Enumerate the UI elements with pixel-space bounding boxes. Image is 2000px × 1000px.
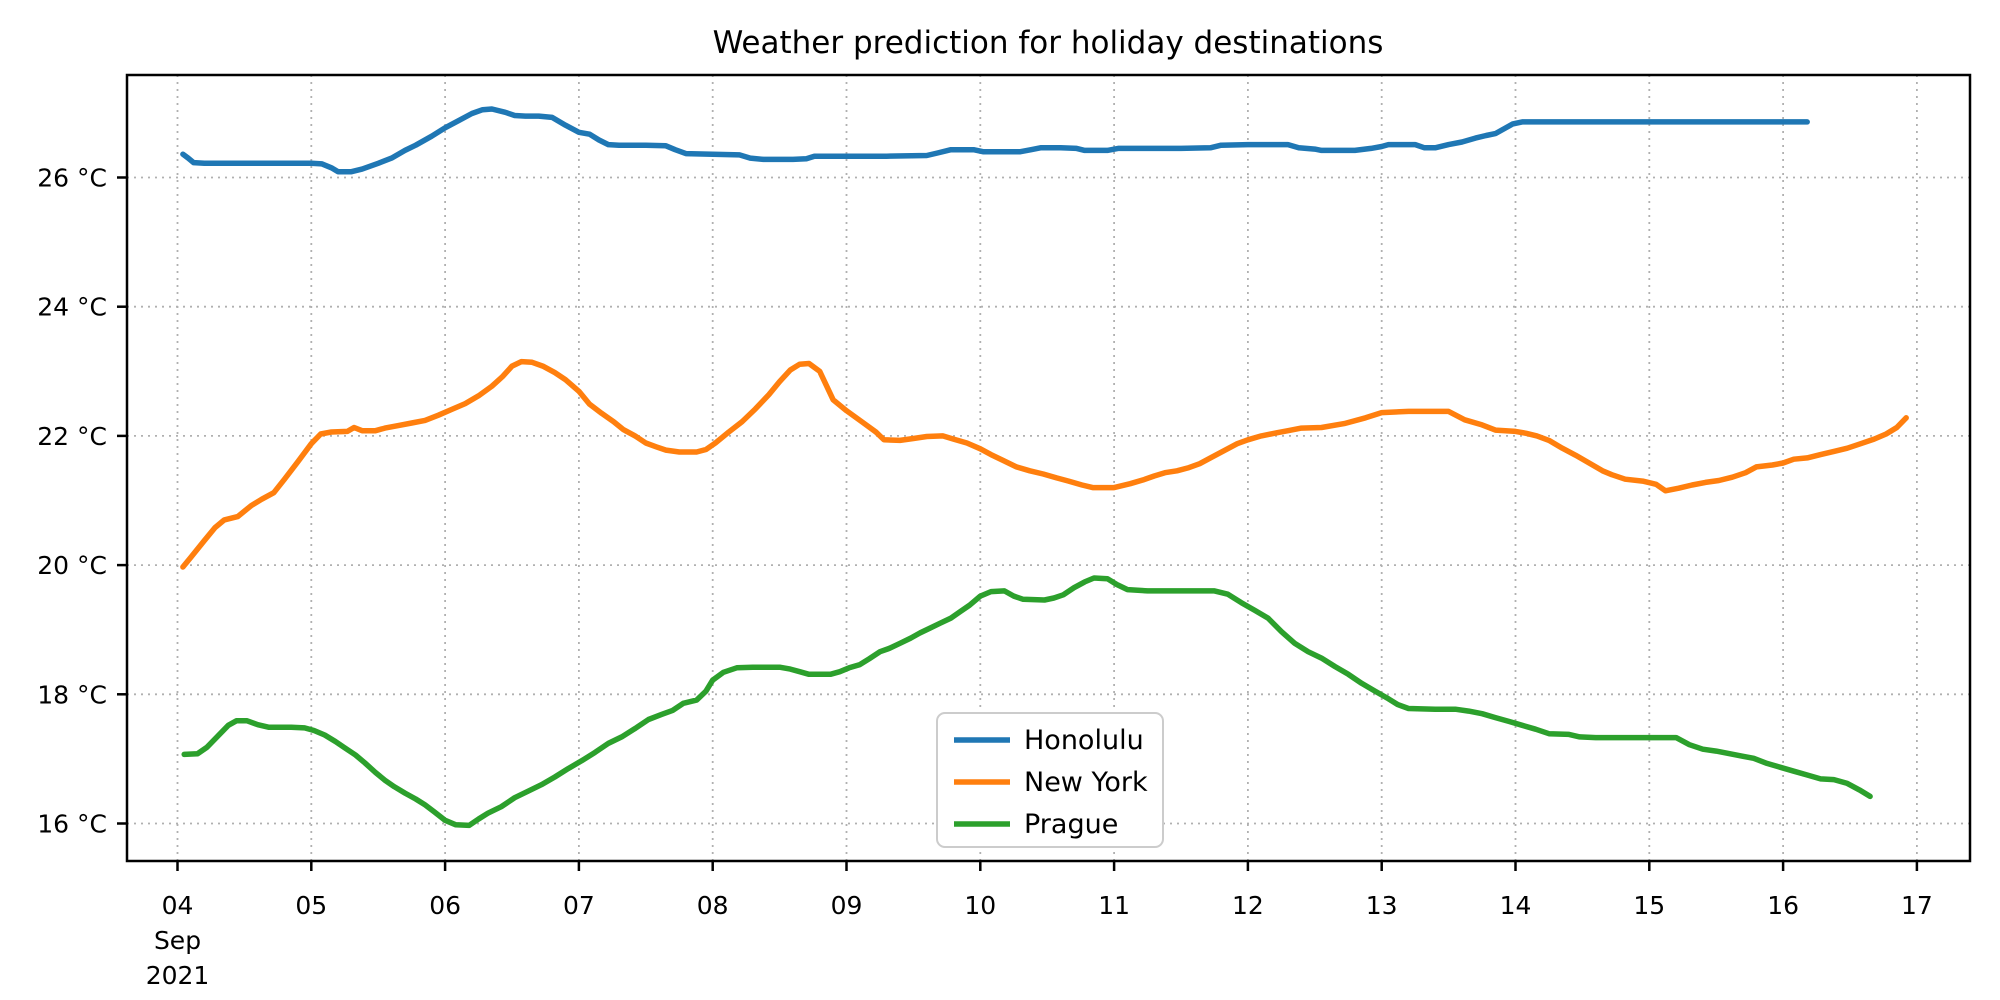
- x-tick-label: 15: [1633, 891, 1665, 920]
- series-line-new-york: [180, 358, 1909, 570]
- legend-item-prague: Prague: [954, 809, 1118, 840]
- legend-label: New York: [1024, 767, 1148, 798]
- x-tick-label: 06: [429, 891, 461, 920]
- y-tick-label: 18 °C: [37, 680, 107, 709]
- y-axis: 16 °C 18 °C 20 °C 22 °C 24 °C 26 °C: [37, 164, 127, 839]
- legend: Honolulu New York Prague: [936, 712, 1164, 848]
- x-tick-label: 12: [1232, 891, 1264, 920]
- x-axis: 04 05 06 07 08 09 10 11 12 13 14 15 16 17 Sep 2021: [146, 861, 1933, 990]
- legend-box: [936, 712, 1164, 848]
- legend-item-new-york: New York: [954, 767, 1148, 798]
- x-tick-label: 16: [1767, 891, 1799, 920]
- legend-label: Prague: [1024, 809, 1118, 840]
- x-tick-label: 14: [1500, 891, 1532, 920]
- x-tick-label: 09: [831, 891, 863, 920]
- y-tick-label: 16 °C: [37, 810, 107, 839]
- x-tick-label: 11: [1098, 891, 1130, 920]
- x-tick-label: 04: [162, 891, 194, 920]
- y-tick-label: 22 °C: [37, 422, 107, 451]
- legend-label: Honolulu: [1024, 725, 1144, 756]
- gridlines: [127, 75, 1970, 861]
- series-line-prague: [181, 575, 1873, 829]
- x-tick-label: 08: [697, 891, 729, 920]
- x-tick-label: 17: [1901, 891, 1933, 920]
- series-lines: [180, 106, 1909, 829]
- x-tick-label: 07: [563, 891, 595, 920]
- x-tick-label: 10: [964, 891, 996, 920]
- x-tick-label: 05: [295, 891, 327, 920]
- x-tick-label: 13: [1366, 891, 1398, 920]
- series-line-honolulu: [180, 106, 1810, 175]
- chart-title: Weather prediction for holiday destinati…: [713, 25, 1384, 61]
- legend-item-honolulu: Honolulu: [954, 725, 1144, 756]
- y-tick-label: 24 °C: [37, 293, 107, 322]
- plot-area-border: [125, 73, 1972, 863]
- x-axis-month-label: Sep: [154, 926, 201, 955]
- y-tick-label: 20 °C: [37, 551, 107, 580]
- y-tick-label: 26 °C: [37, 164, 107, 193]
- x-axis-year-label: 2021: [146, 961, 210, 990]
